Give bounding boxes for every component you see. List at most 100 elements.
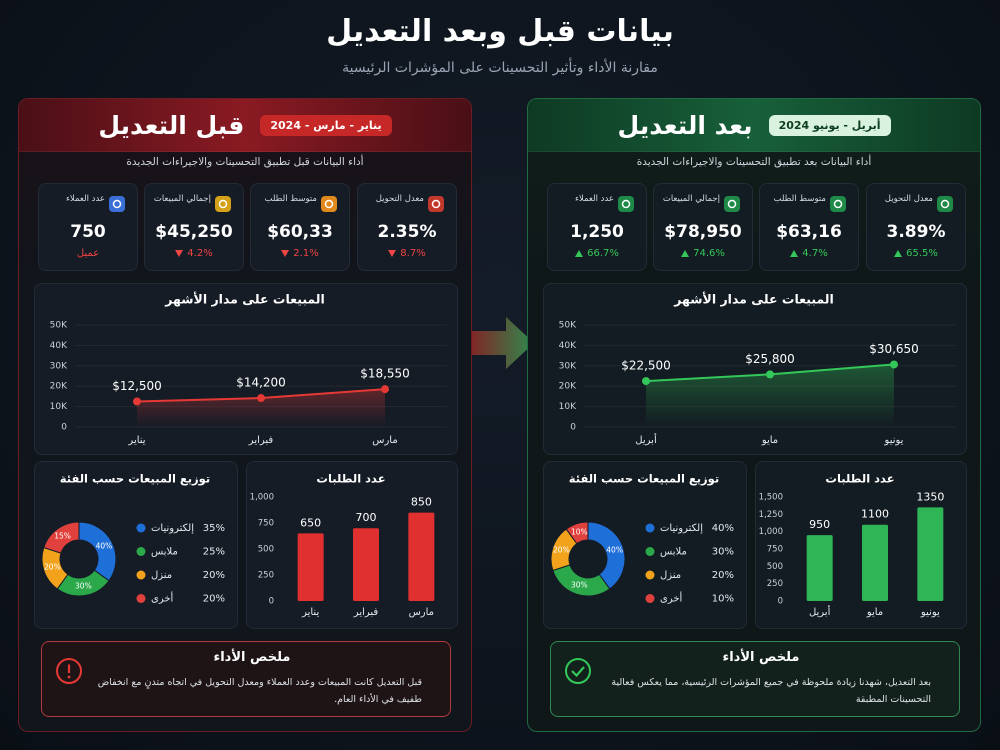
kpi-change: 65.5% <box>867 248 965 259</box>
value-label: $18,550 <box>360 367 410 381</box>
kpi-change-text: عميل <box>76 248 100 259</box>
page-subtitle: مقارنة الأداء وتأثير التحسينات على المؤش… <box>342 60 658 76</box>
legend-label: إلكترونيات <box>151 523 194 534</box>
kpi-change: 74.6% <box>654 248 752 259</box>
legend-value: 25% <box>203 547 225 558</box>
value-label: 1100 <box>861 508 889 521</box>
kpi-icon <box>109 196 125 212</box>
point <box>766 370 774 379</box>
x-tick-label: مايو <box>866 607 883 618</box>
icon-glyph <box>727 199 737 209</box>
kpi-card: معدل التحويل 2.35% 8.7% <box>357 183 457 271</box>
kpi-change-text: 4.7% <box>802 248 828 259</box>
legend-swatch <box>645 570 655 580</box>
x-tick-label: أبريل <box>635 433 657 446</box>
point <box>133 397 141 406</box>
trend-arrow <box>388 250 397 257</box>
donut-slice <box>587 521 626 590</box>
trend-shape <box>281 250 290 257</box>
summary-icon <box>56 658 82 684</box>
x-tick-label: فبراير <box>248 435 274 446</box>
kpi-icon <box>937 196 953 212</box>
y-tick-label: 40K <box>559 341 577 351</box>
value-label: 650 <box>300 516 321 529</box>
bar <box>353 528 379 601</box>
legend-label: منزل <box>151 570 172 581</box>
donut-card: توزيع المبيعات حسب الفئة 40% إلكترونيات 35%… <box>34 461 238 629</box>
area <box>137 389 385 427</box>
bar <box>862 524 888 601</box>
legend-swatch <box>136 523 146 533</box>
x-tick-label: يونيو <box>884 435 904 446</box>
y-tick-label: 30K <box>559 361 577 371</box>
icon-bg <box>215 196 231 212</box>
panel-header: يناير - مارس - 2024 قبل التعديل <box>19 99 471 152</box>
panel-title: بعد التعديل <box>617 110 753 140</box>
legend-value: 40% <box>712 523 734 534</box>
value-label: $22,500 <box>621 359 671 373</box>
panel-header: أبريل - يونيو 2024 بعد التعديل <box>528 99 980 152</box>
kpi-card: متوسط الطلب $63,16 4.7% <box>759 183 859 271</box>
icon-ring <box>565 658 591 684</box>
kpi-value: 3.89% <box>886 222 946 242</box>
legend-label: ملابس <box>660 547 687 558</box>
value-label: 700 <box>356 511 377 524</box>
y-tick-label: 50K <box>50 321 68 331</box>
y-tick-label: 40K <box>50 341 68 351</box>
kpi-label: متوسط الطلب <box>264 194 318 204</box>
icon-glyph <box>431 199 441 209</box>
icon-bg <box>109 196 125 212</box>
bar-chart: عدد الطلبات 0 250 500 750 1,000 1,250 1,500 950 أ… <box>759 472 945 619</box>
kpi-change: عميل <box>39 248 137 259</box>
value-label: $25,800 <box>745 352 795 366</box>
summary-card: ملخص الأداء بعد التعديل، شهدنا زيادة ملحو… <box>550 641 960 717</box>
icon-glyph <box>112 199 122 209</box>
trend-shape <box>894 250 903 257</box>
kpi-label: متوسط الطلب <box>773 194 827 204</box>
slice-label: 40% <box>606 545 623 554</box>
icon-bg <box>724 196 740 212</box>
kpi-label: إجمالي المبيعات <box>153 194 211 204</box>
x-tick-label: أبريل <box>809 605 831 618</box>
value-label: 850 <box>411 496 432 509</box>
icon-glyph <box>940 199 950 209</box>
kpi-label: عدد العملاء <box>65 194 105 204</box>
kpi-card: متوسط الطلب $60,33 2.1% <box>250 183 350 271</box>
kpi-icon <box>428 196 444 212</box>
y-tick-label: 0 <box>778 597 783 607</box>
kpi-change-text: 8.7% <box>400 248 426 259</box>
kpi-label: عدد العملاء <box>574 194 614 204</box>
bar <box>806 535 833 601</box>
y-tick-label: 750 <box>767 545 783 555</box>
value-label: $12,500 <box>112 379 162 393</box>
point <box>890 360 898 369</box>
value-label: 950 <box>809 518 830 531</box>
bar <box>917 507 944 601</box>
icon-dot <box>67 675 71 679</box>
y-tick-label: 0 <box>61 423 67 433</box>
kpi-icon <box>215 196 231 212</box>
y-tick-label: 1,000 <box>759 527 783 537</box>
donut-slice <box>78 521 117 582</box>
icon-bg <box>428 196 444 212</box>
line-chart: المبيعات على مدار الأشهر 0 10K 20K 30K 40K 50K… <box>559 292 956 446</box>
legend-value: 20% <box>203 594 225 605</box>
y-tick-label: 500 <box>258 545 274 555</box>
trend-shape <box>790 250 799 257</box>
kpi-label: معدل التحويل <box>375 194 424 204</box>
bar-card: عدد الطلبات 0 250 500 750 1,000 650 يناير 700 فبر… <box>246 461 458 629</box>
donut-card: توزيع المبيعات حسب الفئة 40% إلكترونيات 40%… <box>543 461 747 629</box>
icon-bg <box>937 196 953 212</box>
legend-label: ملابس <box>151 547 178 558</box>
bar-card: عدد الطلبات 0 250 500 750 1,000 1,250 1,500 950 أ… <box>755 461 967 629</box>
legend-value: 30% <box>712 547 734 558</box>
trend-arrow <box>175 250 184 257</box>
legend-label: إلكترونيات <box>660 523 703 534</box>
slice-label: 15% <box>54 531 71 540</box>
kpi-label: معدل التحويل <box>884 194 933 204</box>
donut-slice <box>43 521 80 554</box>
kpi-value: $45,250 <box>155 222 233 242</box>
kpi-change-text: 65.5% <box>906 248 938 259</box>
y-tick-label: 1,000 <box>250 493 274 503</box>
